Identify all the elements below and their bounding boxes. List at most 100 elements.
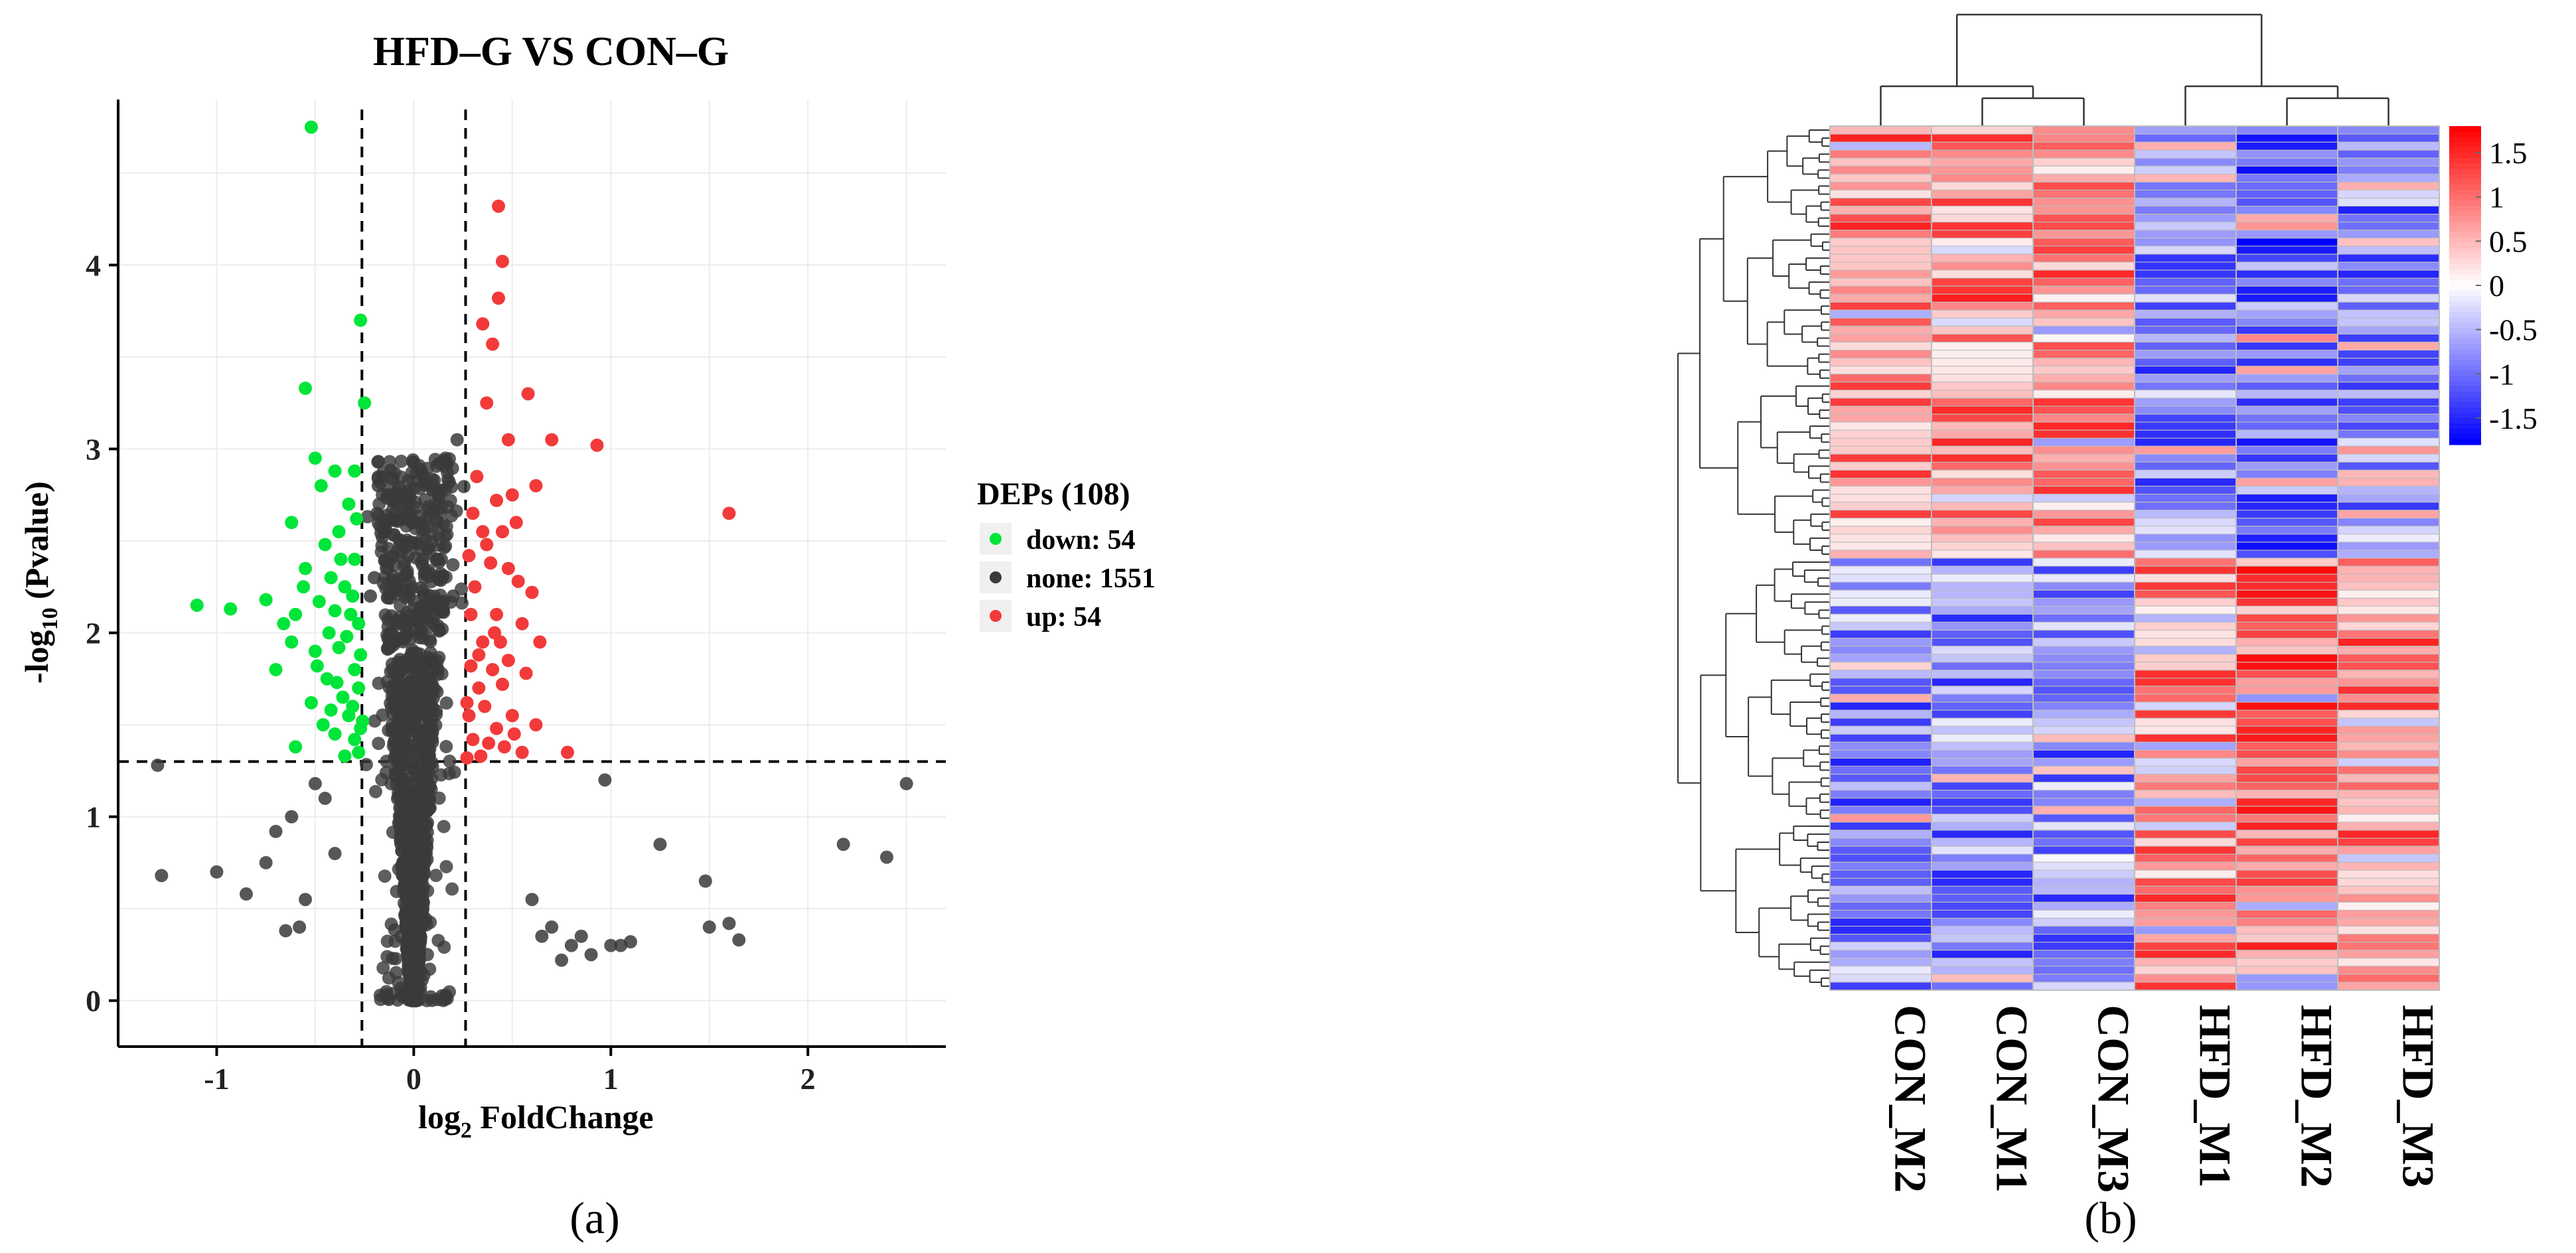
data-point-up (492, 199, 506, 213)
heatmap-cell (2236, 582, 2338, 591)
heatmap-cell (2338, 702, 2440, 711)
heatmap-cell (1830, 806, 1932, 815)
data-point-none (404, 834, 418, 848)
heatmap-cell (2033, 870, 2135, 879)
data-point-down (358, 396, 372, 410)
heatmap-cell (2135, 846, 2237, 855)
heatmap-cell (2236, 550, 2338, 559)
heatmap-cell (1932, 734, 2034, 743)
data-point-up (462, 709, 476, 723)
heatmap-cell (1830, 726, 1932, 735)
volcano-x-ticks: -1 0 1 2 (204, 1047, 816, 1096)
data-point-down (328, 604, 342, 618)
colorbar-segment (2449, 163, 2481, 169)
heatmap-cell (2135, 398, 2237, 407)
heatmap-cell (2033, 286, 2135, 295)
heatmap-cell (2236, 246, 2338, 255)
heatmap-cell (2236, 590, 2338, 599)
heatmap-cell (2236, 182, 2338, 190)
heatmap-cell (2033, 694, 2135, 703)
heatmap-cell (2033, 566, 2135, 575)
heatmap-cell (2236, 710, 2338, 719)
heatmap-cell (1932, 398, 2034, 407)
heatmap-cell (2338, 694, 2440, 703)
heatmap-cell (1932, 478, 2034, 486)
heatmap-cell (2338, 542, 2440, 551)
heatmap-cell (2135, 382, 2237, 391)
data-point-none (259, 855, 273, 869)
data-point-none (368, 714, 382, 728)
data-point-up (470, 470, 484, 484)
heatmap-cell (2135, 726, 2237, 735)
heatmap-cell (2033, 942, 2135, 951)
heatmap-cell (2338, 766, 2440, 774)
heatmap-cell (1830, 438, 1932, 447)
data-point-none (437, 820, 451, 834)
colorbar-segment (2449, 227, 2481, 233)
heatmap-cell (2033, 774, 2135, 783)
heatmap-cell (2033, 166, 2135, 175)
data-point-up (490, 494, 504, 508)
data-point-none (427, 473, 441, 487)
heatmap-cell (1830, 302, 1932, 311)
heatmap-cell (1830, 670, 1932, 679)
heatmap-cell (2135, 310, 2237, 319)
heatmap-cell (2338, 790, 2440, 799)
heatmap-cell (2338, 270, 2440, 279)
data-point-up (511, 574, 525, 588)
heatmap-cell (2236, 374, 2338, 383)
heatmap-cell (2135, 790, 2237, 799)
colorbar-segment (2449, 338, 2481, 344)
heatmap-cell (2033, 430, 2135, 439)
heatmap-cell (1932, 902, 2034, 911)
heatmap-cell (1830, 814, 1932, 823)
heatmap-cell (2135, 294, 2237, 303)
colorbar-segment (2449, 423, 2481, 429)
heatmap-cell (2236, 758, 2338, 767)
heatmap-cell (1932, 414, 2034, 423)
heatmap-cell (2236, 502, 2338, 511)
colorbar-segment (2449, 323, 2481, 329)
heatmap-cell (1830, 590, 1932, 599)
heatmap-cell (2135, 942, 2237, 951)
data-point-none (375, 773, 389, 786)
heatmap-cell (2236, 646, 2338, 655)
heatmap-cell (1932, 550, 2034, 559)
heatmap-cell (1932, 222, 2034, 231)
heatmap-cell (2033, 486, 2135, 495)
heatmap-cell (2338, 742, 2440, 751)
heatmap-cell (2135, 462, 2237, 471)
data-point-up (476, 635, 490, 649)
data-point-none (372, 676, 386, 690)
heatmap-cell (2338, 934, 2440, 943)
heatmap-cell (1932, 950, 2034, 959)
heatmap-cell (1932, 326, 2034, 334)
heatmap-cell (2236, 918, 2338, 927)
data-point-none (269, 824, 283, 838)
data-point-none (445, 882, 459, 896)
heatmap-cell (2033, 206, 2135, 215)
heatmap-cell (2135, 134, 2237, 143)
heatmap-cell (1830, 702, 1932, 711)
heatmap-cell (2033, 366, 2135, 375)
colorbar-segment (2449, 365, 2481, 371)
heatmap-cell (2135, 438, 2237, 447)
heatmap-cell (2033, 862, 2135, 871)
heatmap-cell (2236, 750, 2338, 759)
data-point-none (443, 755, 457, 769)
heatmap-cell (1932, 654, 2034, 663)
column-label-hfd-m2: HFD_M2 (2292, 1005, 2342, 1188)
heatmap-cell (1830, 150, 1932, 159)
heatmap-cell (1932, 286, 2034, 295)
heatmap-cell (2135, 782, 2237, 791)
panel-a-label: (a) (569, 1193, 619, 1243)
heatmap-cell (2033, 806, 2135, 815)
heatmap-cell (2236, 598, 2338, 607)
heatmap-cell (1830, 222, 1932, 231)
data-point-none (404, 757, 417, 771)
heatmap-cell (1830, 686, 1932, 695)
colorbar-segment (2449, 147, 2481, 153)
heatmap-cell (1830, 230, 1932, 239)
data-point-none (386, 472, 400, 486)
heatmap-cell (2236, 438, 2338, 447)
